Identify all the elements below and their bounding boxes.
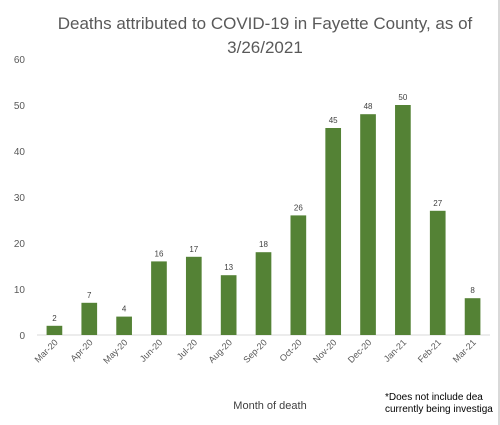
footnote-line1: *Does not include dea (385, 392, 483, 403)
x-tick-label: Mar-21 (451, 337, 478, 364)
data-label: 27 (433, 199, 442, 208)
x-tick-label: Nov-20 (311, 337, 339, 365)
chart-title-line2: 3/26/2021 (227, 38, 303, 57)
footnote: *Does not include dea currently being in… (385, 392, 500, 416)
x-tick-label: Apr-20 (69, 337, 95, 363)
data-label: 18 (259, 240, 268, 249)
chart-title-line1: Deaths attributed to COVID-19 in Fayette… (57, 14, 473, 33)
y-tick-label: 50 (14, 101, 26, 112)
x-tick-label: Dec-20 (346, 337, 374, 365)
bar (325, 128, 342, 335)
x-tick-label: Oct-20 (278, 337, 304, 363)
y-tick-label: 10 (14, 285, 26, 296)
x-tick-label: Feb-21 (416, 337, 443, 364)
data-label: 50 (398, 93, 407, 102)
data-label: 17 (189, 245, 198, 254)
bar (116, 316, 132, 335)
bar (464, 298, 481, 335)
x-tick-label: Mar-20 (33, 337, 60, 364)
bar (395, 105, 411, 335)
chart-title: Deaths attributed to COVID-19 in Fayette… (40, 12, 490, 60)
data-label: 26 (294, 203, 303, 212)
x-tick-label: Aug-20 (206, 337, 234, 365)
footnote-line2: currently being investiga (385, 404, 493, 415)
data-label: 16 (155, 249, 164, 258)
x-axis-title: Month of death (233, 400, 307, 412)
data-label: 45 (329, 116, 338, 125)
bar (185, 256, 202, 335)
data-label: 13 (224, 263, 233, 272)
y-tick-label: 0 (19, 331, 25, 342)
bar (46, 325, 63, 335)
x-tick-label: Sep-20 (241, 337, 269, 365)
bar (290, 215, 307, 335)
data-label: 8 (470, 286, 475, 295)
bar (151, 261, 167, 335)
data-label: 4 (122, 305, 127, 314)
chart-frame-edge (498, 0, 500, 425)
data-label: 2 (52, 314, 57, 323)
data-label: 7 (87, 291, 92, 300)
x-tick-label: May-20 (101, 337, 129, 365)
data-label: 48 (364, 102, 373, 111)
y-tick-label: 40 (14, 147, 26, 158)
x-tick-label: Jan-21 (382, 337, 409, 364)
bar (81, 302, 98, 335)
x-tick-label: Jul-20 (175, 337, 199, 361)
y-tick-label: 60 (14, 55, 26, 66)
bar (220, 275, 237, 335)
bar (429, 210, 446, 335)
x-tick-label: Jun-20 (138, 337, 165, 364)
bar (360, 114, 376, 335)
y-tick-label: 20 (14, 239, 26, 250)
bar (255, 252, 272, 335)
y-tick-label: 30 (14, 193, 26, 204)
